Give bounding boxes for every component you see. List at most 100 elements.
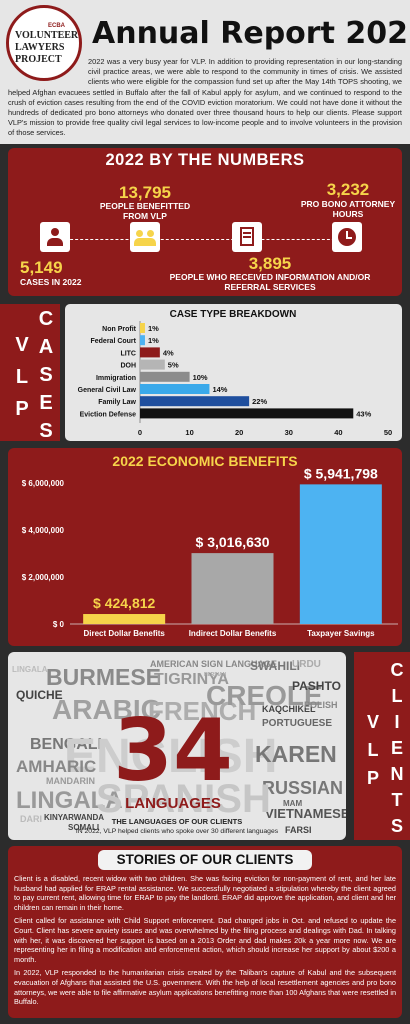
x-tick-label: Indirect Dollar Benefits — [189, 629, 277, 638]
language-word: KINYARWANDA — [44, 813, 104, 822]
cases-side — [0, 304, 60, 441]
language-word: AMHARIC — [16, 757, 96, 776]
value-label: 1% — [148, 336, 159, 345]
chart-title: 2022 ECONOMIC BENEFITS — [112, 453, 297, 469]
value-label: 22% — [252, 397, 267, 406]
x-tick-label: 30 — [285, 428, 293, 437]
language-word: BURMESE — [46, 664, 161, 690]
language-count: 34 — [113, 701, 233, 801]
x-tick-label: Taxpayer Savings — [307, 629, 375, 638]
language-word: LINGALA — [16, 787, 123, 814]
stat-value: 3,895 — [248, 254, 292, 273]
icon-group — [130, 222, 160, 252]
languages-panel — [8, 652, 346, 840]
x-tick-label: 0 — [138, 428, 142, 437]
category-label: Immigration — [96, 375, 136, 382]
value-label: $ 5,941,798 — [304, 465, 378, 481]
category-label: Non Profit — [102, 326, 136, 333]
language-word: URDU — [292, 659, 321, 670]
chart-title: CASE TYPE BREAKDOWN — [170, 309, 297, 320]
side-label: CASES — [35, 308, 57, 448]
numbers-title: 2022 BY THE NUMBERS — [105, 151, 305, 169]
language-word: TIGRINYA — [154, 671, 229, 688]
value-label: 5% — [168, 361, 179, 370]
logo-org: ECBA — [47, 23, 65, 29]
case-chart: CASE TYPE BREAKDOWN Non Profit 1% Federal C… — [65, 304, 402, 441]
stories-panel — [8, 846, 402, 1018]
stat-label: PRO BONO ATTORNEY HOURS — [300, 199, 396, 219]
language-count-label: LANGUAGES — [125, 795, 221, 812]
languages-caption: THE LANGUAGES OF OUR CLIENTS — [111, 817, 243, 826]
icon-person — [40, 222, 70, 252]
language-word: KAQCHIKEL — [262, 704, 316, 714]
language-word: AMERICAN SIGN LANGUAGE — [150, 659, 277, 669]
bar — [140, 384, 210, 394]
language-word: FARSI — [285, 825, 312, 835]
value-label: 43% — [356, 409, 371, 418]
language-word: LINGALA — [12, 665, 48, 674]
languages-note: IN 2022, VLP helped clients who spoke ov… — [75, 828, 279, 835]
language-word: FRENCH — [148, 696, 256, 726]
clients-side — [354, 652, 410, 840]
story: In 2022, VLP responded to the humanitari… — [14, 968, 396, 1007]
title: Annual Report 2022 — [92, 16, 410, 51]
chart-bg — [65, 304, 402, 441]
story: Client is a disabled, recent widow with … — [14, 874, 396, 912]
language-word: KAREN — [255, 741, 337, 767]
icon-clock — [332, 222, 362, 252]
logo: ECBA VOLUNTEER LAWYERS PROJECT — [6, 5, 82, 81]
logo-line: PROJECT — [15, 54, 62, 65]
stat-label: CASES IN 2022 — [20, 277, 82, 287]
x-tick-label: 40 — [334, 428, 342, 437]
y-tick-label: $ 0 — [53, 620, 65, 629]
benefits-chart: 2022 ECONOMIC BENEFITS $ 0 $ 2,000,000 $ 4,… — [8, 448, 402, 646]
x-tick-label: Direct Dollar Benefits — [83, 629, 165, 638]
bar — [191, 553, 274, 624]
bar — [140, 396, 250, 407]
value-label: 1% — [148, 324, 159, 333]
bar — [140, 371, 190, 382]
bar — [83, 614, 166, 624]
stat-value: 5,149 — [20, 258, 63, 277]
bar — [299, 484, 382, 624]
side-label: VLP — [11, 334, 33, 430]
x-tick-label: 20 — [235, 428, 243, 437]
x-tick-label: 50 — [384, 428, 392, 437]
intro: 2022 was a very busy year for VLP. In ad… — [8, 57, 402, 138]
language-word: POLISH — [304, 700, 338, 710]
stat-label: PEOPLE BENEFITTED FROM VLP — [99, 201, 191, 221]
language-word: SPANISH — [96, 777, 271, 821]
language-word: PERSIAN — [204, 672, 227, 678]
bar — [140, 335, 145, 346]
value-label: $ 3,016,630 — [196, 534, 270, 550]
y-tick-label: $ 4,000,000 — [22, 526, 65, 535]
side-label: VLP — [363, 712, 383, 796]
category-label: Federal Court — [90, 338, 136, 345]
bar — [140, 359, 165, 370]
category-label: Family Law — [98, 399, 136, 406]
language-word: MANDARIN — [46, 776, 95, 786]
bar — [140, 323, 145, 333]
value-label: 14% — [212, 385, 227, 394]
value-label: 10% — [193, 373, 208, 382]
category-label: DOH — [120, 363, 136, 370]
language-word: ENGLISH — [64, 730, 277, 783]
category-label: LITC — [120, 350, 136, 357]
language-word: ARABIC — [52, 694, 161, 725]
language-word: CREOLE — [206, 680, 323, 711]
language-word: QUICHE — [16, 688, 63, 702]
stories-title: STORIES OF OUR CLIENTS — [98, 850, 312, 870]
stat-value: 13,795 — [119, 183, 171, 202]
language-word: VIETNAMESE — [265, 806, 346, 821]
side-label: CLIENTS — [387, 660, 407, 842]
value-label: $ 424,812 — [93, 595, 155, 611]
language-word: DARI — [20, 814, 42, 824]
y-tick-label: $ 2,000,000 — [22, 573, 65, 582]
stat-value: 3,232 — [326, 180, 370, 199]
logo-line: VOLUNTEER — [15, 30, 79, 41]
value-label: 4% — [163, 348, 174, 357]
language-word: MAM — [283, 799, 302, 808]
language-word: PORTUGUESE — [262, 718, 332, 729]
